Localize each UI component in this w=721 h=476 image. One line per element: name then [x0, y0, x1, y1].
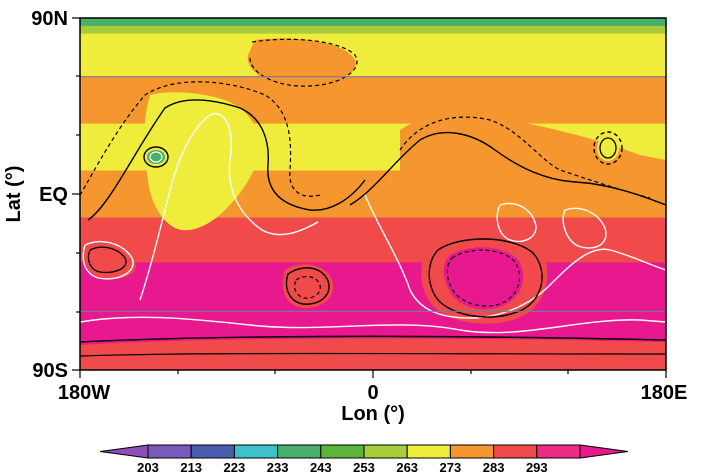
contour-white-west-lobe [82, 241, 134, 280]
x-tick-label-180w: 180W [58, 382, 110, 404]
y-axis-title: Lat (°) [3, 166, 25, 223]
contour-dashed-east [399, 116, 651, 199]
colorbar-label-263: 263 [396, 460, 418, 475]
east-orange-plateau [400, 114, 666, 210]
colorbar-label-293: 293 [526, 460, 548, 475]
colorbar-segment-2 [233, 444, 279, 459]
contour-solid-argyre [285, 267, 330, 305]
colorbar [99, 444, 629, 459]
contour-olympus-inner [149, 151, 163, 163]
colorbar-segment-5 [363, 444, 408, 459]
y-tick-label-eq: EQ [39, 184, 68, 206]
contour-solid-polar-south-2 [80, 352, 666, 357]
latitude-band-0 [80, 18, 666, 27]
contour-white-midlat [364, 194, 666, 319]
colorbar-segment-0 [147, 444, 192, 459]
contour-solid-west-lobe [87, 246, 127, 274]
argyre-red-basin [282, 264, 334, 309]
colorbar-label-253: 253 [353, 460, 375, 475]
colorbar-segment-9 [536, 444, 581, 459]
colorbar-label-273: 273 [440, 460, 462, 475]
latitude-gridlines [80, 76, 666, 312]
colorbar-segment-8 [493, 444, 538, 459]
x-axis-ticks [79, 370, 667, 378]
polar-south-red-strip [80, 338, 666, 370]
contour-elysium-inner [599, 137, 617, 159]
contour-white-tharsis [139, 113, 319, 301]
colorbar-label-213: 213 [180, 460, 202, 475]
contour-lines [80, 38, 666, 357]
contour-solid-tharsis [87, 99, 366, 221]
contour-dashed-argyre [293, 275, 321, 299]
north-orange-lobe [247, 38, 356, 87]
colorbar-segment-6 [406, 444, 451, 459]
colorbar-high-end-triangle [579, 444, 629, 459]
x-tick-label-0: 0 [367, 382, 378, 404]
hellas-inner-basin [443, 247, 524, 310]
contour-dashed-tharsis [80, 81, 321, 197]
latitude-band-6 [80, 217, 666, 263]
colorbar-label-283: 283 [483, 460, 505, 475]
colorbar-label-203: 203 [137, 460, 159, 475]
contour-solid-east [349, 132, 666, 206]
contour-solid-hellas-outer [428, 238, 543, 318]
contour-solid-polar-south [80, 335, 666, 343]
contour-white-southern-band [80, 316, 666, 334]
y-axis-ticks [72, 17, 80, 371]
regional-fill-patches [80, 38, 666, 370]
colorbar-label-233: 233 [267, 460, 289, 475]
x-axis-title: Lon (°) [341, 403, 405, 425]
colorbar-label-223: 223 [224, 460, 246, 475]
x-tick-label-180e: 180E [641, 382, 688, 404]
latitude-band-1 [80, 25, 666, 35]
tharsis-yellow-region [144, 92, 259, 231]
y-tick-label-90s: 90S [32, 360, 68, 382]
colorbar-segment-3 [277, 444, 322, 459]
y-tick-label-90n: 90N [31, 8, 68, 30]
contour-elysium-outer [593, 131, 623, 165]
contour-dashed-hellas-inner [446, 249, 521, 307]
colorbar-segment-4 [320, 444, 365, 459]
contour-olympus-outer [143, 146, 169, 168]
colorbar-segment-7 [449, 444, 495, 459]
map-plot-area [80, 18, 666, 370]
colorbar-low-end-triangle [99, 444, 149, 459]
colorbar-label-243: 243 [310, 460, 332, 475]
latitude-band-2 [80, 33, 666, 78]
contour-white-east-lobes [496, 202, 607, 249]
colorbar-labels: 203 213 223 233 243 253 263 273 283 293 [137, 460, 548, 475]
contour-dashed-north [249, 38, 358, 87]
colorbar-segment-1 [190, 444, 235, 459]
